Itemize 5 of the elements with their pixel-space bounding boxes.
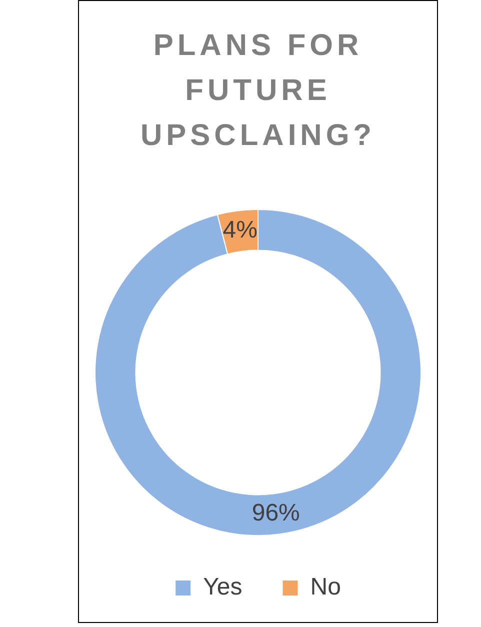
data-label: 4%: [222, 216, 258, 244]
legend-label: Yes: [203, 574, 242, 601]
chart-title: PLANS FOR FUTURE UPSCLAING?: [140, 28, 376, 154]
data-label: 96%: [252, 500, 300, 527]
legend-label: No: [310, 574, 341, 601]
